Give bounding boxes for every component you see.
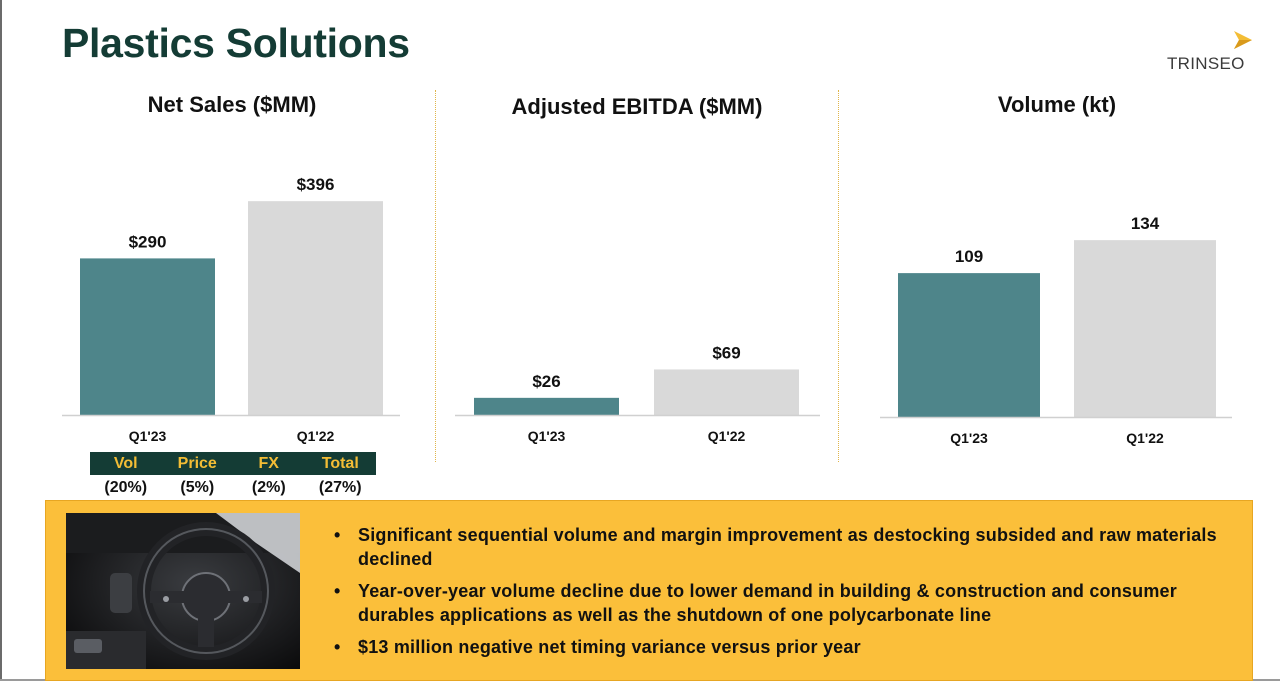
ebitda-tick-label: Q1'22 — [708, 428, 746, 444]
volume-tick-label: Q1'23 — [950, 430, 988, 446]
logo-arrow-icon — [1234, 31, 1252, 49]
variance-header-total: Total — [321, 455, 359, 472]
variance-value-fx: (2%) — [251, 479, 286, 496]
bullet-text: Significant sequential volume and margin… — [358, 525, 1217, 569]
ebitda-tick-label: Q1'23 — [528, 428, 566, 444]
volume-chart: 109 Q1'23 134 Q1'22 — [880, 214, 1232, 446]
net-sales-tick-label: Q1'23 — [129, 428, 167, 444]
net-sales-value-label: $290 — [129, 232, 167, 251]
page-title: Plastics Solutions — [62, 20, 410, 66]
variance-value-vol: (20%) — [104, 479, 148, 496]
summary-bullet: • Year-over-year volume decline due to l… — [334, 579, 1234, 627]
trinseo-logo: TRINSEO — [1160, 30, 1260, 78]
bullet-dot: • — [334, 581, 341, 601]
ebitda-title: Adjusted EBITDA ($MM) — [511, 94, 763, 119]
variance-header-price: Price — [177, 455, 217, 472]
summary-bullet: • $13 million negative net timing varian… — [334, 635, 1234, 659]
variance-table: Vol Price FX Total (20%) (5%) (2%) (27%) — [90, 452, 376, 501]
variance-header-fx: FX — [258, 455, 279, 472]
ebitda-value-label: $69 — [712, 343, 740, 362]
summary-callout: • Significant sequential volume and marg… — [45, 500, 1253, 681]
bullet-dot: • — [334, 637, 341, 657]
ebitda-bar-q1-22 — [654, 369, 799, 415]
volume-title: Volume (kt) — [997, 92, 1117, 117]
ebitda-chart: $26 Q1'23 $69 Q1'22 — [455, 343, 820, 444]
steering-wheel-icon — [66, 513, 300, 669]
volume-bar-q1-23 — [898, 273, 1040, 417]
ebitda-bar-q1-23 — [474, 397, 619, 415]
variance-value-total: (27%) — [318, 479, 362, 496]
net-sales-value-label: $396 — [297, 175, 335, 194]
logo-text: TRINSEO — [1167, 54, 1245, 73]
volume-tick-label: Q1'22 — [1126, 430, 1164, 446]
variance-header-vol: Vol — [113, 455, 138, 472]
bullet-text: $13 million negative net timing variance… — [358, 637, 861, 657]
bullet-dot: • — [334, 525, 341, 545]
variance-value-row: (20%) (5%) (2%) (27%) — [90, 475, 376, 501]
variance-header-row: Vol Price FX Total — [90, 452, 376, 475]
summary-bullet: • Significant sequential volume and marg… — [334, 523, 1234, 571]
steering-wheel-photo — [66, 513, 300, 669]
summary-bullets: • Significant sequential volume and marg… — [334, 523, 1234, 667]
variance-value-price: (5%) — [180, 479, 215, 496]
net-sales-tick-label: Q1'22 — [297, 428, 335, 444]
bullet-text: Year-over-year volume decline due to low… — [358, 581, 1177, 625]
volume-value-label: 134 — [1131, 214, 1160, 233]
volume-bar-q1-22 — [1074, 240, 1216, 417]
net-sales-chart: $290 Q1'23 $396 Q1'22 — [62, 175, 400, 444]
panel-divider-2 — [838, 90, 839, 462]
net-sales-bar-q1-23 — [80, 258, 215, 415]
slide-frame-left — [0, 0, 2, 681]
panel-divider-1 — [435, 90, 436, 462]
ebitda-value-label: $26 — [532, 372, 560, 391]
volume-value-label: 109 — [955, 247, 983, 266]
net-sales-bar-q1-22 — [248, 201, 383, 415]
net-sales-title: Net Sales ($MM) — [147, 92, 317, 117]
